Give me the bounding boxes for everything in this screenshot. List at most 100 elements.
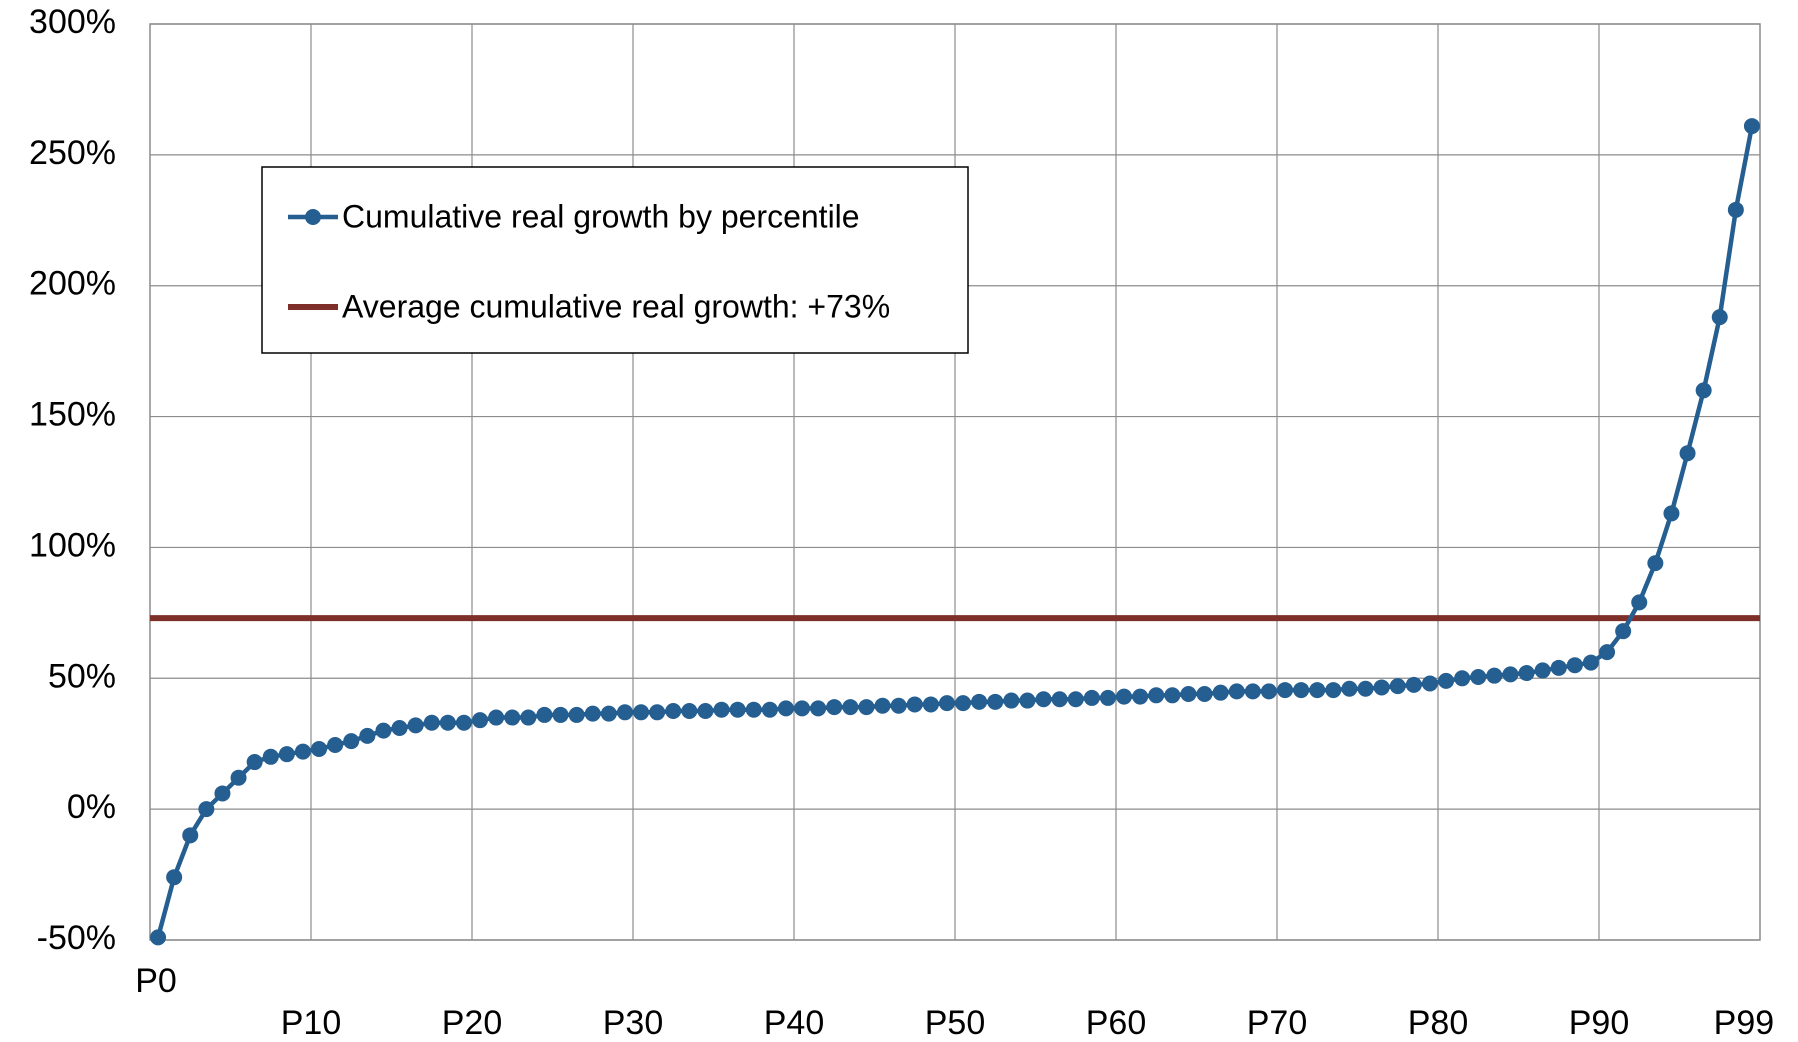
data-point xyxy=(1357,680,1374,697)
data-point xyxy=(1003,692,1020,709)
data-point xyxy=(230,769,247,786)
data-point xyxy=(1228,683,1245,700)
data-point xyxy=(842,699,859,716)
x-tick-label: P30 xyxy=(603,1004,664,1042)
x-tick-label: P90 xyxy=(1569,1004,1630,1042)
data-point xyxy=(1260,683,1277,700)
data-point xyxy=(1035,691,1052,708)
x-tick-label: P0 xyxy=(135,962,177,1000)
data-point xyxy=(1373,679,1390,696)
data-point xyxy=(150,929,167,946)
y-tick-label: 0% xyxy=(67,788,116,826)
data-point xyxy=(1277,682,1294,699)
data-point xyxy=(697,703,714,719)
y-tick-label: 250% xyxy=(29,134,116,172)
data-point xyxy=(504,709,521,726)
data-point xyxy=(472,712,489,729)
data-point xyxy=(1196,685,1213,702)
data-line xyxy=(155,125,1755,938)
data-point xyxy=(922,696,939,713)
data-point xyxy=(423,714,440,731)
data-point xyxy=(439,714,456,731)
data-point xyxy=(1438,672,1455,689)
data-point xyxy=(1518,665,1535,682)
data-point xyxy=(1148,687,1165,704)
data-point xyxy=(327,737,344,754)
data-point xyxy=(1470,668,1487,685)
data-point xyxy=(294,743,311,760)
data-point xyxy=(1099,689,1116,706)
data-point xyxy=(568,706,585,723)
data-point xyxy=(1051,691,1068,708)
data-point xyxy=(1743,118,1760,135)
data-point xyxy=(214,785,231,802)
legend-label: Average cumulative real growth: +73% xyxy=(342,288,890,324)
data-point xyxy=(971,693,988,710)
data-point xyxy=(278,746,295,763)
data-point xyxy=(359,727,376,744)
data-point xyxy=(1566,657,1583,674)
data-point xyxy=(198,801,215,818)
data-point xyxy=(826,699,843,716)
data-point xyxy=(1615,623,1632,640)
y-tick-label: 200% xyxy=(29,265,116,303)
data-point xyxy=(1631,594,1648,611)
data-point xyxy=(1164,687,1181,704)
data-point xyxy=(1116,688,1133,705)
data-point xyxy=(391,720,408,737)
data-point xyxy=(938,695,955,712)
data-point xyxy=(375,722,392,739)
data-point xyxy=(1389,678,1406,695)
x-tick-label: P70 xyxy=(1247,1004,1308,1042)
data-point xyxy=(1727,201,1744,218)
legend-swatch xyxy=(305,209,321,225)
data-point xyxy=(665,703,682,719)
y-tick-label: -50% xyxy=(37,919,116,957)
data-point xyxy=(1421,675,1438,692)
data-point xyxy=(584,705,601,722)
data-point xyxy=(1019,692,1036,709)
data-point xyxy=(955,695,972,712)
data-point xyxy=(1244,683,1261,700)
data-point xyxy=(616,704,633,721)
data-point xyxy=(1663,505,1680,522)
data-point xyxy=(1486,667,1503,684)
data-point xyxy=(906,696,923,713)
x-tick-label: P10 xyxy=(281,1004,342,1042)
data-point xyxy=(1212,684,1229,701)
data-point xyxy=(343,733,360,750)
legend-label: Cumulative real growth by percentile xyxy=(342,198,860,234)
x-tick-label: P20 xyxy=(442,1004,503,1042)
data-point xyxy=(1647,555,1664,572)
data-point xyxy=(407,717,424,734)
data-point xyxy=(1502,666,1519,683)
y-tick-label: 50% xyxy=(48,657,116,695)
plot-frame xyxy=(149,23,1761,941)
data-point xyxy=(1711,309,1728,326)
data-point xyxy=(874,697,891,714)
data-point xyxy=(729,701,746,718)
data-point xyxy=(1454,670,1471,687)
data-point xyxy=(311,740,328,757)
y-tick-label: 100% xyxy=(29,526,116,564)
data-point xyxy=(1067,691,1084,708)
data-point xyxy=(1180,685,1197,702)
data-point xyxy=(1405,676,1422,693)
data-point xyxy=(552,706,569,723)
data-point xyxy=(777,700,794,717)
data-point xyxy=(681,703,698,719)
data-point xyxy=(166,869,183,886)
data-point xyxy=(1132,688,1149,705)
x-tick-label: P40 xyxy=(764,1004,825,1042)
data-point xyxy=(713,701,730,718)
x-tick-label: P99 xyxy=(1714,1004,1775,1042)
x-tick-label: P60 xyxy=(1086,1004,1147,1042)
data-point xyxy=(810,700,827,717)
data-point xyxy=(649,704,666,721)
data-point xyxy=(1083,689,1100,706)
data-point xyxy=(745,701,762,718)
y-tick-label: 150% xyxy=(29,396,116,434)
data-point xyxy=(1534,662,1551,679)
data-point xyxy=(858,699,875,716)
